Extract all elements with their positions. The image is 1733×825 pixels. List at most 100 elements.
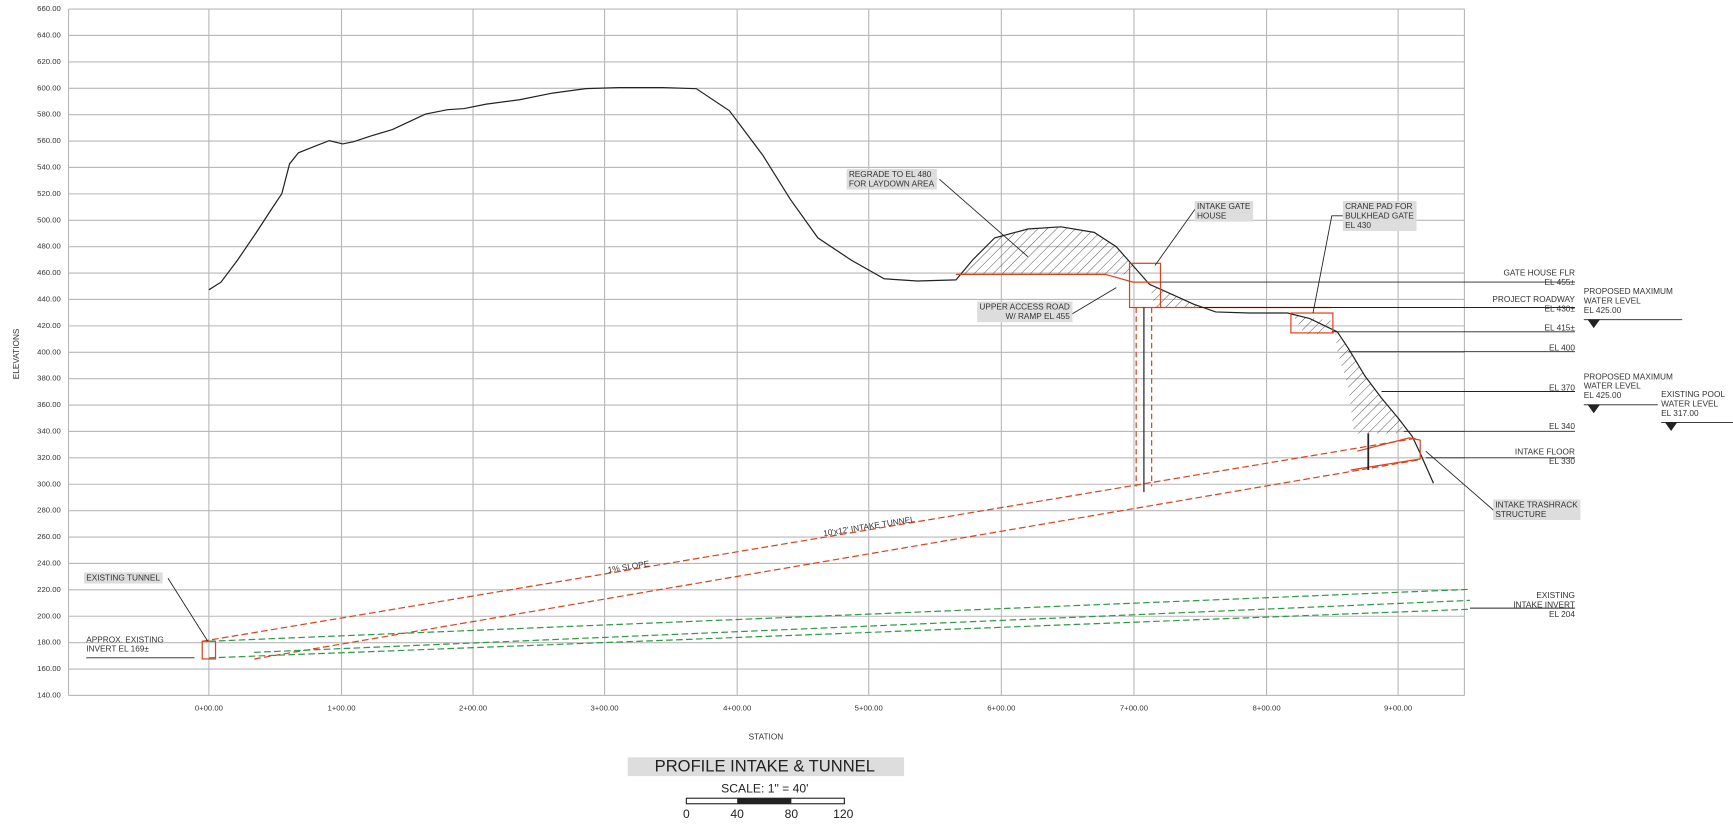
annotation-bg	[1194, 201, 1254, 222]
leaders	[86, 178, 1733, 659]
annotation-text: 1% SLOPE	[607, 559, 650, 575]
x-tick-label: 2+00.00	[459, 704, 487, 713]
annotation-text: EL 400	[1549, 344, 1575, 353]
y-tick-label: 240.00	[37, 558, 61, 567]
annotation-text: WATER LEVEL	[1584, 297, 1641, 306]
annotation-bg	[977, 301, 1073, 323]
annotation-text: EL 415±	[1545, 324, 1576, 333]
annotation-text: GATE HOUSE FLR	[1503, 268, 1575, 277]
scale-text: SCALE: 1" = 40'	[721, 782, 808, 796]
y-axis-title: ELEVATIONS	[12, 328, 21, 379]
annotation-text: EL 425.00	[1584, 306, 1622, 315]
proposed-works	[201, 262, 1421, 660]
y-tick-label: 420.00	[37, 321, 61, 330]
x-tick-label: 9+00.00	[1384, 704, 1412, 713]
annotation: EL 400	[1549, 344, 1575, 353]
annotation: 1% SLOPE	[607, 559, 650, 575]
annotation-bg	[846, 168, 937, 190]
crane-pad-hatch	[1293, 315, 1332, 335]
x-tick-label: 5+00.00	[855, 704, 883, 713]
y-tick-label: 300.00	[37, 479, 61, 488]
annotation: EL 370	[1549, 383, 1575, 392]
grid	[67, 8, 1465, 696]
y-tick-label: 600.00	[37, 83, 61, 92]
scale-label: 80	[785, 807, 799, 821]
y-tick-label: 640.00	[37, 31, 61, 40]
y-tick-label: 540.00	[37, 163, 61, 172]
y-tick-label: 580.00	[37, 110, 61, 119]
annotation-text: EL 204	[1549, 610, 1575, 619]
x-tick-label: 8+00.00	[1253, 704, 1281, 713]
annotation-text: INTAKE FLOOR	[1515, 447, 1575, 456]
x-tick-label: 1+00.00	[327, 704, 355, 713]
annotation-text: PROJECT ROADWAY	[1492, 295, 1575, 304]
y-tick-label: 220.00	[37, 585, 61, 594]
y-tick-label: 560.00	[37, 136, 61, 145]
x-tick-label: 6+00.00	[987, 704, 1015, 713]
y-tick-label: 480.00	[37, 242, 61, 251]
x-axis-title: STATION	[749, 733, 784, 742]
y-tick-label: 620.00	[37, 57, 61, 66]
annotation-text: EL 425.00	[1584, 391, 1622, 400]
annotation-text: APPROX. EXISTING	[86, 635, 164, 644]
annotation-text: INVERT EL 169±	[86, 645, 149, 654]
annotation-text: W/ RAMP EL 455	[1006, 312, 1071, 321]
y-tick-label: 180.00	[37, 638, 61, 647]
annotation-text: STRUCTURE	[1495, 510, 1546, 519]
existing-ground	[208, 86, 1435, 484]
annotation-bg	[1493, 499, 1581, 521]
annotation-text: REGRADE TO EL 480	[849, 170, 932, 179]
annotation-text: EL 330	[1549, 457, 1575, 466]
annotation: UPPER ACCESS ROADW/ RAMP EL 455	[977, 301, 1073, 323]
y-tick-label: 140.00	[37, 690, 61, 699]
annotation-text: EL 340	[1549, 422, 1575, 431]
scale-label: 40	[730, 807, 744, 821]
title: PROFILE INTAKE & TUNNEL	[655, 757, 875, 776]
annotation: EL 415±	[1545, 324, 1576, 333]
annotation-text: INTAKE TRASHRACK	[1495, 501, 1578, 510]
scale-label: 120	[833, 807, 854, 821]
y-tick-label: 400.00	[37, 347, 61, 356]
y-tick-label: 500.00	[37, 215, 61, 224]
annotation-text: EXISTING POOL	[1661, 390, 1725, 399]
x-tick-label: 0+00.00	[195, 704, 223, 713]
annotation-bg	[83, 572, 163, 584]
y-tick-label: 320.00	[37, 453, 61, 462]
scale-bar	[685, 797, 845, 805]
x-tick-label: 4+00.00	[723, 704, 751, 713]
annotation-text: EL 455±	[1545, 278, 1576, 287]
y-tick-label: 660.00	[37, 4, 61, 13]
annotation-text: EL 430±	[1545, 304, 1576, 313]
annotation-text: PROPOSED MAXIMUM	[1584, 372, 1673, 381]
annotation-text: EL 430	[1345, 221, 1371, 230]
x-tick-label: 7+00.00	[1120, 704, 1148, 713]
y-tick-label: 200.00	[37, 611, 61, 620]
annotation-text: UPPER ACCESS ROAD	[979, 303, 1070, 312]
slope-hatch	[1335, 331, 1406, 434]
annotation-text: WATER LEVEL	[1584, 382, 1641, 391]
annotation: EXISTING TUNNEL	[83, 572, 163, 584]
annotation-text: EXISTING	[1536, 591, 1575, 600]
x-tick-label: 3+00.00	[590, 704, 618, 713]
y-tick-label: 160.00	[37, 664, 61, 673]
y-tick-label: 380.00	[37, 374, 61, 383]
annotation: EL 340	[1549, 422, 1575, 431]
scale-label: 0	[683, 807, 690, 821]
y-tick-label: 460.00	[37, 268, 61, 277]
y-tick-label: 260.00	[37, 532, 61, 541]
y-tick-label: 340.00	[37, 427, 61, 436]
annotation-text: INTAKE INVERT	[1513, 601, 1575, 610]
